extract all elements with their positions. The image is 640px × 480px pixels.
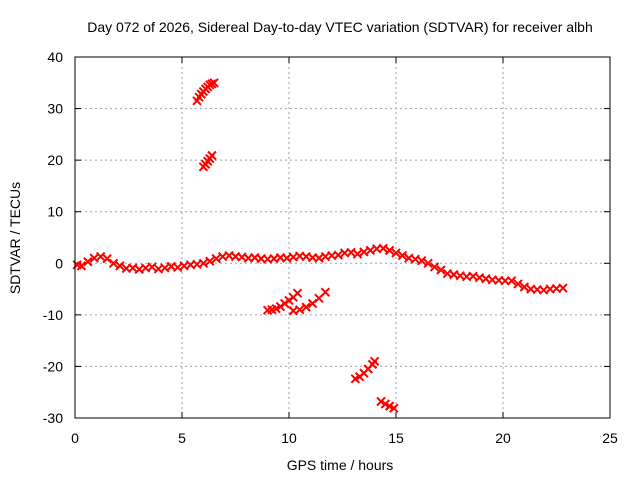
y-tick-label: 10: [47, 204, 63, 220]
data-point: [384, 245, 395, 256]
grid: [75, 57, 610, 418]
data-point: [205, 256, 215, 266]
y-tick-label: 30: [47, 101, 63, 117]
data-point: [416, 255, 427, 266]
data-point: [436, 265, 446, 275]
data-point: [108, 258, 119, 268]
series-arc-6: [376, 396, 399, 413]
series-arc-2: [198, 150, 217, 172]
data-point: [397, 250, 408, 261]
data-point: [147, 262, 157, 272]
x-axis-label: GPS time / hours: [287, 457, 394, 473]
series-main-trace: [72, 243, 568, 295]
data-point: [376, 396, 386, 407]
data-point: [198, 258, 209, 268]
x-tick-label: 25: [602, 430, 618, 446]
data-point: [389, 403, 399, 413]
y-tick-label: 0: [55, 255, 63, 271]
data-point: [558, 283, 568, 293]
data-point: [333, 250, 343, 260]
data-point: [95, 251, 106, 262]
data-point: [207, 150, 217, 161]
data-point: [423, 258, 433, 268]
data-points: [72, 78, 568, 413]
chart-title: Day 072 of 2026, Sidereal Day-to-day VTE…: [87, 19, 593, 35]
data-point: [391, 248, 401, 258]
series-arc-1: [192, 78, 219, 106]
y-axis-label: SDTVAR / TECUs: [7, 182, 23, 294]
data-point: [76, 261, 87, 271]
data-point: [209, 78, 219, 88]
y-tick-label: -20: [43, 358, 63, 374]
series-arc-5: [350, 356, 380, 384]
y-tick-label: -30: [43, 410, 63, 426]
data-point: [292, 288, 303, 298]
series-arc-3: [262, 288, 303, 315]
x-tick-label: 10: [281, 430, 297, 446]
y-tick-label: 20: [47, 152, 63, 168]
series-arc-4: [288, 287, 331, 316]
y-tick-label: -10: [43, 307, 63, 323]
x-tick-label: 5: [178, 430, 186, 446]
data-point: [513, 279, 523, 289]
x-tick-label: 15: [388, 430, 404, 446]
data-point: [369, 356, 380, 366]
data-point: [301, 302, 311, 312]
data-point: [519, 282, 530, 292]
data-point: [211, 253, 221, 264]
data-point: [102, 253, 112, 264]
y-tick-label: 40: [47, 49, 63, 65]
data-point: [294, 304, 305, 315]
data-point: [83, 257, 93, 267]
data-point: [378, 243, 388, 254]
x-tick-label: 0: [71, 430, 79, 446]
data-point: [320, 287, 331, 297]
data-point: [506, 276, 517, 286]
data-point: [429, 262, 440, 272]
plot-frame: [74, 56, 611, 419]
data-point: [115, 261, 125, 271]
x-tick-label: 20: [495, 430, 511, 446]
data-point: [352, 249, 363, 259]
